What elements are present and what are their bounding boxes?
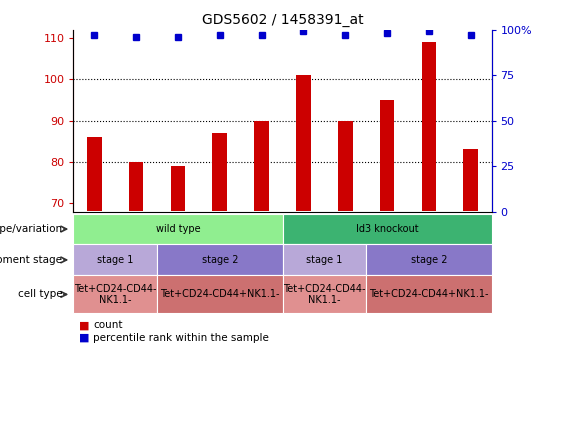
Text: Tet+CD24-CD44-
NK1.1-: Tet+CD24-CD44- NK1.1- — [283, 283, 366, 305]
Text: Id3 knockout: Id3 knockout — [356, 224, 418, 234]
Text: Tet+CD24-CD44+NK1.1-: Tet+CD24-CD44+NK1.1- — [160, 289, 280, 299]
Text: ■: ■ — [79, 320, 90, 330]
Text: count: count — [93, 320, 123, 330]
Bar — [338, 121, 353, 212]
Bar — [421, 42, 436, 212]
Text: stage 1: stage 1 — [306, 255, 342, 265]
Text: stage 1: stage 1 — [97, 255, 133, 265]
Bar — [254, 121, 269, 212]
Text: wild type: wild type — [156, 224, 200, 234]
Text: Tet+CD24-CD44+NK1.1-: Tet+CD24-CD44+NK1.1- — [369, 289, 489, 299]
Text: ■: ■ — [79, 333, 90, 343]
Bar — [171, 166, 185, 212]
Bar — [129, 162, 144, 212]
Title: GDS5602 / 1458391_at: GDS5602 / 1458391_at — [202, 13, 363, 27]
Text: development stage: development stage — [0, 255, 62, 265]
Text: stage 2: stage 2 — [411, 255, 447, 265]
Bar — [296, 75, 311, 212]
Text: Tet+CD24-CD44-
NK1.1-: Tet+CD24-CD44- NK1.1- — [74, 283, 157, 305]
Text: genotype/variation: genotype/variation — [0, 224, 62, 234]
Text: percentile rank within the sample: percentile rank within the sample — [93, 333, 269, 343]
Bar — [212, 133, 227, 212]
Bar — [87, 137, 102, 212]
Bar — [463, 149, 478, 212]
Text: stage 2: stage 2 — [202, 255, 238, 265]
Text: cell type: cell type — [18, 289, 62, 299]
Bar — [380, 100, 394, 212]
